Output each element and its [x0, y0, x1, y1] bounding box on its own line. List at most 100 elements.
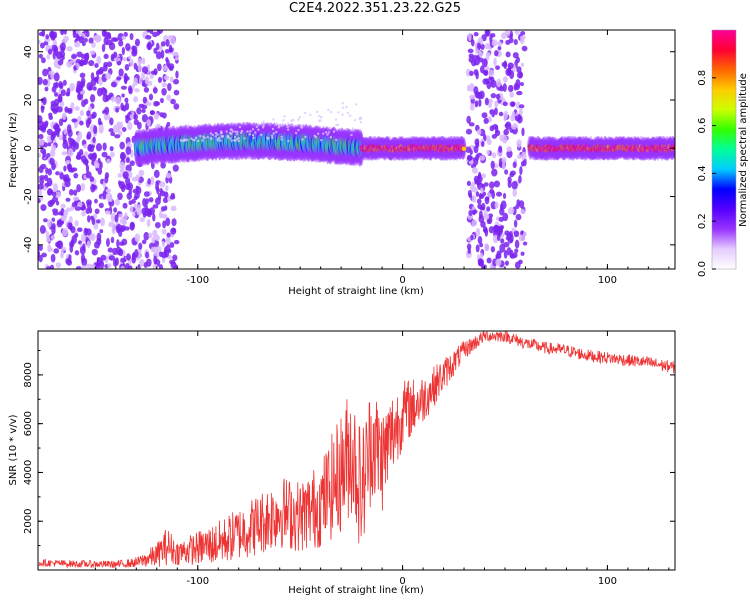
spectrogram-cell [114, 134, 121, 139]
spectrogram-cell [332, 130, 336, 133]
spectrogram-cell [161, 240, 165, 247]
spectrogram-cell [523, 158, 527, 167]
spectrogram-cell [235, 137, 239, 141]
spectrogram-cell [501, 135, 508, 144]
spectrogram-cell [58, 96, 63, 103]
spectrogram-cell [71, 201, 78, 208]
spectrogram-cell [54, 191, 62, 199]
spectrogram-cell [84, 228, 89, 234]
spectrogram-cell [119, 121, 123, 129]
spectrogram-cell [129, 221, 135, 231]
spectrogram-cell [56, 221, 63, 228]
spectrogram-cell [124, 102, 130, 111]
spectrogram-cell [516, 139, 522, 148]
spectrogram-cell [55, 200, 60, 206]
spectrogram-cell [41, 105, 45, 110]
spectrogram-cell [61, 151, 68, 156]
spectrogram-cell [119, 161, 126, 170]
spectrogram-cell [90, 72, 95, 80]
spectrogram-cell [94, 162, 100, 168]
colorbar-tick-label: 0.0 [697, 261, 708, 277]
spectrogram-cell [286, 128, 290, 131]
spectrogram-cell [520, 62, 525, 67]
spectrogram-cell [209, 132, 213, 135]
spectrogram-cell [275, 130, 278, 134]
spectrogram-cell [137, 58, 142, 65]
spectrogram-cell [483, 214, 490, 220]
spectrogram-cell [143, 86, 150, 93]
spectrogram-cell [103, 53, 109, 60]
spectrogram-cell [124, 183, 131, 190]
spectrogram-cell [155, 101, 161, 106]
spectrogram-cell [210, 136, 213, 140]
spectrogram-cell [229, 137, 232, 140]
spectrogram-y-tick-label: 40 [23, 45, 34, 58]
spectrogram-cell [345, 105, 348, 109]
spectrogram-cell [46, 219, 52, 228]
spectrogram-cell [514, 115, 521, 122]
spectrogram-cell [475, 191, 480, 197]
spectrogram-cell [466, 243, 472, 251]
spectrogram-cell [473, 69, 479, 76]
spectrogram-cell [69, 241, 74, 248]
spectrogram-cell [183, 139, 186, 142]
spectrogram-y-axis-label: Frequency (Hz) [8, 112, 19, 188]
spectrogram-cell [240, 131, 243, 134]
spectrogram-cell [169, 76, 174, 83]
spectrogram-cell [514, 261, 521, 269]
spectrogram-cell [133, 62, 138, 70]
spectrogram-cell [468, 209, 473, 216]
spectrogram-cell [80, 265, 87, 269]
spectrogram-cell [79, 120, 84, 126]
spectrogram-cell [502, 101, 508, 107]
spectrogram-cell [40, 123, 47, 131]
spectrogram-cell [43, 218, 48, 223]
spectrogram-cell [484, 243, 490, 252]
spectrogram-cell [185, 138, 189, 142]
spectrogram-cell [341, 102, 345, 105]
spectrogram-cell [133, 196, 138, 201]
spectrogram-cell [73, 120, 78, 129]
spectrogram-cell [229, 128, 232, 131]
spectrogram-cell [85, 171, 92, 179]
spectrogram-cell [53, 248, 60, 254]
spectrogram-cell [329, 110, 333, 114]
spectrogram-cell [100, 217, 105, 227]
spectrogram-cell [490, 93, 497, 99]
spectrogram-cell [511, 180, 518, 190]
spectrogram-cell [69, 82, 75, 92]
spectrogram-cell [134, 233, 141, 243]
spectrogram-cell [341, 113, 344, 117]
spectrogram-cell [124, 97, 129, 103]
spectrogram-cell [157, 63, 162, 72]
spectrogram-cell [121, 126, 127, 132]
spectrogram-x-tick-label: 0 [399, 275, 405, 286]
spectrogram-cell [160, 206, 166, 212]
spectrogram-cell [51, 144, 57, 152]
spectrogram-cell [39, 175, 46, 180]
spectrogram-cell [510, 101, 516, 108]
spectrogram-cell [143, 191, 150, 197]
spectrogram-cell [79, 80, 86, 88]
spectrogram-cell [467, 48, 474, 54]
spectrogram-cell [504, 230, 510, 236]
spectrogram-cell [136, 208, 142, 216]
spectrogram-cell [512, 52, 519, 59]
spectrogram-cell [71, 54, 78, 60]
spectrogram-cell [99, 66, 104, 75]
spectrogram-cell [517, 154, 522, 160]
spectrogram-cell [137, 204, 142, 209]
spectrogram-cell [271, 127, 275, 131]
spectrogram-cell [267, 137, 270, 140]
spectrogram-cell [326, 133, 329, 136]
spectrogram-cell [141, 239, 147, 245]
spectrogram-cell [65, 197, 71, 202]
spectrogram-cell [55, 51, 63, 60]
spectrogram-cell [320, 116, 323, 119]
spectrogram-cell [471, 195, 477, 203]
spectrogram-cell [519, 166, 523, 176]
spectrogram-cell [121, 35, 127, 40]
snr-y-tick-label: 2000 [23, 508, 34, 533]
spectrogram-cell [193, 138, 196, 142]
spectrogram-cell [151, 236, 156, 244]
